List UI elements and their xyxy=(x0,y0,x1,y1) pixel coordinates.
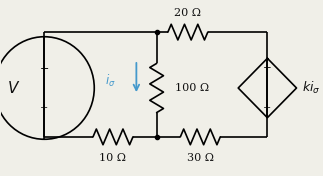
Text: 10 Ω: 10 Ω xyxy=(99,153,127,163)
Text: $ki_{\sigma}$: $ki_{\sigma}$ xyxy=(302,80,320,96)
Text: −: − xyxy=(40,64,49,74)
Text: $i_{\sigma}$: $i_{\sigma}$ xyxy=(105,73,116,89)
Text: $V$: $V$ xyxy=(6,80,20,96)
Text: −: − xyxy=(263,64,272,73)
Text: 100 Ω: 100 Ω xyxy=(175,83,210,93)
Text: 30 Ω: 30 Ω xyxy=(187,153,214,163)
Text: +: + xyxy=(263,103,272,112)
Text: 20 Ω: 20 Ω xyxy=(174,8,201,18)
Text: +: + xyxy=(40,103,48,112)
